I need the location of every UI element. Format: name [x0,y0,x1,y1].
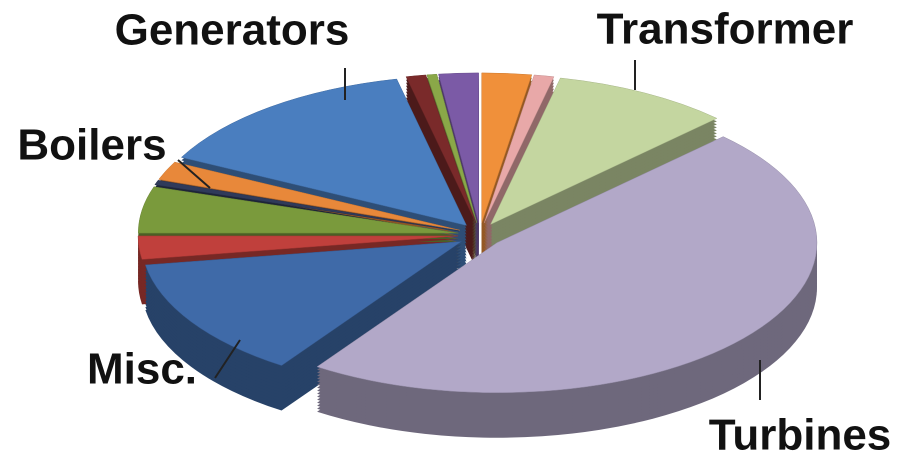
slice-side [406,89,476,239]
slice-label: Boilers [17,121,166,170]
slice-side [484,86,554,236]
slice [490,77,718,225]
slice [158,161,460,231]
slice-label: Transformer [597,5,854,54]
slice [438,72,479,223]
slice-side [406,95,476,245]
slice [138,186,459,234]
leader-line [214,339,241,379]
slice-side [406,86,476,236]
slice-side [406,80,476,230]
slice-side [406,83,476,233]
slice [145,241,463,366]
slice-side [406,77,476,227]
slice [426,73,478,224]
slice [483,74,555,224]
slice [180,78,467,226]
slice-label: Turbines [709,411,892,460]
slice-side [406,92,476,242]
slice [481,72,533,224]
leader-line [177,159,211,189]
slice [154,179,460,232]
slice [316,136,818,393]
slice-side [484,77,554,227]
slice-label: Generators [115,6,350,55]
slice-side [484,80,554,230]
slice [137,235,459,260]
slice-side [484,83,554,233]
slice [405,74,477,224]
slice-label: Misc. [87,345,197,394]
